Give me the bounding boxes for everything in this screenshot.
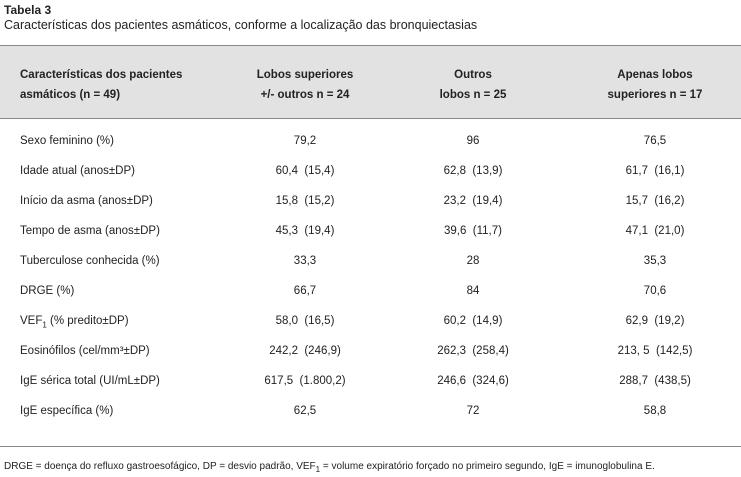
cell-value: 246,6 (324,6) [437,375,509,387]
row-label: Tuberculose conhecida (%) [20,255,160,267]
column-header: Lobos superiores +/- outros n = 24 [205,65,405,105]
label-part: Início da asma (anos±DP) [20,195,153,207]
row-label: IgE específica (%) [20,405,113,417]
cell-value: 15,8 (15,2) [275,195,335,207]
row-label: VEF1 (% predito±DP) [20,315,129,329]
cell-value: 60,4 (15,4) [275,165,335,177]
cell-value: 62,9 (19,2) [625,315,685,327]
column-header: Apenas lobos superiores n = 17 [555,65,741,105]
cell-value: 66,7 [293,285,317,297]
header-line: lobos n = 25 [439,89,507,101]
footnote: DRGE = doença do refluxo gastroesofágico… [4,461,655,474]
cell-value: 62,8 (13,9) [443,165,503,177]
label-part: Tuberculose conhecida (%) [20,255,160,267]
cell-value: 84 [466,285,480,297]
cell-value: 62,5 [293,405,317,417]
footnote-part: = volume expiratório forçado no primeiro… [320,461,655,472]
cell-value: 262,3 (258,4) [437,345,509,357]
row-label: IgE sérica total (UI/mL±DP) [20,375,160,387]
cell-value: 15,7 (16,2) [625,195,685,207]
row-label: DRGE (%) [20,285,74,297]
cell-value: 35,3 [643,255,667,267]
header-line: Características dos pacientes [20,69,183,81]
cell-value: 72 [466,405,480,417]
footnote-part: 1 [315,465,321,474]
cell-value: 76,5 [643,135,667,147]
header-line: superiores n = 17 [607,89,703,101]
cell-value: 96 [466,135,480,147]
cell-value: 47,1 (21,0) [625,225,685,237]
row-label: Tempo de asma (anos±DP) [20,225,160,237]
cell-value: 213, 5 (142,5) [617,345,693,357]
cell-value: 70,6 [643,285,667,297]
header-line: asmáticos (n = 49) [20,89,121,101]
label-part: Eosinófilos (cel/mm³±DP) [20,345,150,357]
table-header: Características dos pacientes asmáticos (… [0,45,741,119]
cell-value: 617,5 (1.800,2) [264,375,346,387]
label-part: Idade atual (anos±DP) [20,165,135,177]
row-label: Início da asma (anos±DP) [20,195,153,207]
header-line: Apenas lobos [617,69,693,81]
header-line: +/- outros n = 24 [260,89,350,101]
cell-value: 58,0 (16,5) [275,315,335,327]
cell-value: 79,2 [293,135,317,147]
table-title: Tabela 3 [4,3,52,17]
cell-value: 39,6 (11,7) [444,225,502,237]
label-part: 1 [42,320,47,330]
cell-value: 33,3 [293,255,317,267]
cell-value: 28 [466,255,480,267]
label-part: Sexo feminino (%) [20,135,114,147]
header-line: Outros [454,69,492,81]
cell-value: 60,2 (14,9) [443,315,503,327]
rule [0,446,741,447]
row-label: Eosinófilos (cel/mm³±DP) [20,345,150,357]
label-part: IgE sérica total (UI/mL±DP) [20,375,160,387]
table-subtitle: Características dos pacientes asmáticos,… [4,18,478,32]
column-header: Outros lobos n = 25 [373,65,573,105]
label-part: (% predito±DP) [46,315,129,327]
cell-value: 288,7 (438,5) [619,375,691,387]
header-line: Lobos superiores [256,69,354,81]
row-label: Sexo feminino (%) [20,135,114,147]
label-part: DRGE (%) [20,285,75,297]
label-part: IgE específica (%) [20,405,114,417]
row-label: Idade atual (anos±DP) [20,165,135,177]
column-header: Características dos pacientes asmáticos (… [20,65,182,105]
label-part: VEF [20,315,43,327]
cell-value: 61,7 (16,1) [625,165,685,177]
label-part: Tempo de asma (anos±DP) [20,225,160,237]
cell-value: 23,2 (19,4) [443,195,503,207]
cell-value: 242,2 (246,9) [269,345,341,357]
cell-value: 58,8 [643,405,667,417]
footnote-part: DRGE = doença do refluxo gastroesofágico… [4,461,316,472]
cell-value: 45,3 (19,4) [275,225,335,237]
